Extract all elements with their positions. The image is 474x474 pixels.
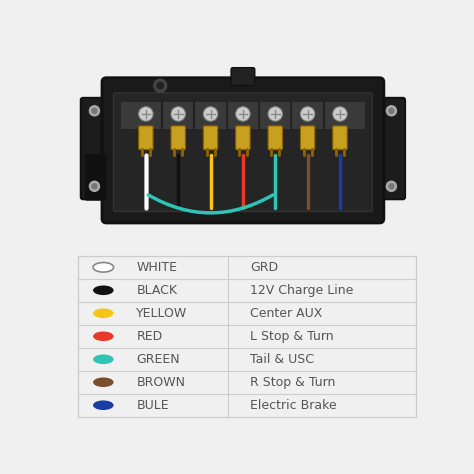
Text: Tail & USC: Tail & USC bbox=[250, 353, 314, 366]
Text: BULE: BULE bbox=[137, 399, 169, 412]
Circle shape bbox=[90, 106, 100, 116]
FancyBboxPatch shape bbox=[81, 98, 109, 199]
Text: WHITE: WHITE bbox=[137, 261, 177, 274]
FancyBboxPatch shape bbox=[85, 154, 106, 201]
Circle shape bbox=[93, 401, 114, 410]
Circle shape bbox=[93, 309, 114, 318]
Circle shape bbox=[236, 107, 250, 121]
Text: 12V Charge Line: 12V Charge Line bbox=[250, 284, 354, 297]
Circle shape bbox=[154, 79, 167, 92]
Text: Electric Brake: Electric Brake bbox=[250, 399, 337, 412]
Circle shape bbox=[92, 108, 97, 113]
Circle shape bbox=[90, 181, 100, 191]
FancyBboxPatch shape bbox=[113, 93, 373, 211]
Circle shape bbox=[301, 107, 315, 121]
FancyBboxPatch shape bbox=[139, 126, 153, 150]
Text: R Stop & Turn: R Stop & Turn bbox=[250, 376, 336, 389]
Circle shape bbox=[93, 331, 114, 341]
Text: GRD: GRD bbox=[250, 261, 278, 274]
Circle shape bbox=[139, 107, 153, 121]
Circle shape bbox=[171, 107, 185, 121]
FancyBboxPatch shape bbox=[268, 126, 283, 150]
FancyBboxPatch shape bbox=[377, 98, 405, 199]
Circle shape bbox=[157, 82, 164, 89]
FancyBboxPatch shape bbox=[203, 126, 218, 150]
FancyBboxPatch shape bbox=[301, 126, 315, 150]
Text: Center AUX: Center AUX bbox=[250, 307, 323, 320]
Circle shape bbox=[389, 108, 394, 113]
Circle shape bbox=[333, 107, 347, 121]
Circle shape bbox=[389, 184, 394, 189]
Text: BROWN: BROWN bbox=[137, 376, 185, 389]
Circle shape bbox=[386, 106, 396, 116]
Text: YELLOW: YELLOW bbox=[137, 307, 188, 320]
FancyBboxPatch shape bbox=[231, 68, 255, 86]
FancyBboxPatch shape bbox=[171, 126, 185, 150]
Text: L Stop & Turn: L Stop & Turn bbox=[250, 330, 334, 343]
Bar bbox=[121, 102, 365, 129]
Text: RED: RED bbox=[137, 330, 163, 343]
FancyBboxPatch shape bbox=[102, 78, 384, 223]
Circle shape bbox=[93, 355, 114, 364]
Text: BLACK: BLACK bbox=[137, 284, 177, 297]
Circle shape bbox=[268, 107, 283, 121]
FancyBboxPatch shape bbox=[236, 126, 250, 150]
Text: GREEN: GREEN bbox=[137, 353, 180, 366]
Circle shape bbox=[93, 263, 114, 272]
Circle shape bbox=[92, 184, 97, 189]
Circle shape bbox=[386, 181, 396, 191]
Circle shape bbox=[93, 285, 114, 295]
Circle shape bbox=[93, 377, 114, 387]
FancyBboxPatch shape bbox=[333, 126, 347, 150]
Circle shape bbox=[203, 107, 218, 121]
